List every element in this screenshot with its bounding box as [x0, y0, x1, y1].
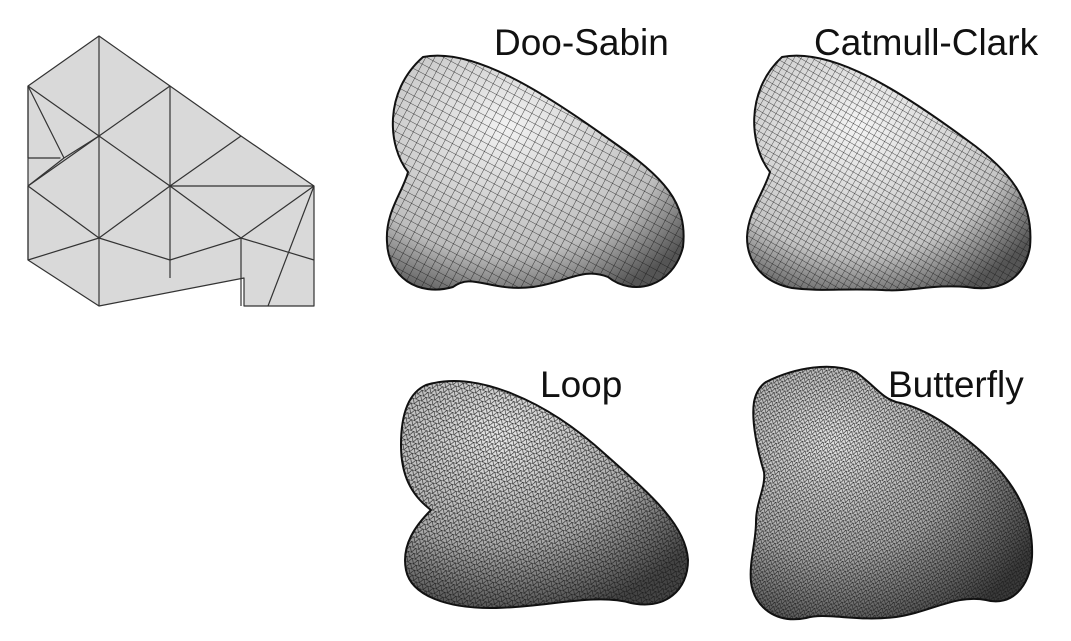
mesh-edge	[240, 185, 315, 239]
mesh-edge	[27, 185, 100, 239]
doo-sabin-panel	[383, 52, 693, 297]
butterfly-panel	[746, 362, 1036, 624]
loop-surface	[399, 380, 690, 610]
mesh-edge	[267, 185, 315, 307]
mesh-edge	[27, 237, 100, 261]
control-mesh-panel	[24, 34, 316, 314]
mesh-edge	[27, 157, 65, 187]
butterfly-surface	[749, 365, 1034, 621]
mesh-edge	[98, 237, 171, 261]
loop-label: Loop	[540, 364, 623, 405]
doo-sabin-label: Doo-Sabin	[494, 22, 669, 63]
control-mesh-outline	[27, 35, 315, 307]
mesh-edge	[98, 135, 171, 187]
mesh-edge	[27, 85, 65, 159]
mesh-edge	[98, 185, 171, 239]
catmull-clark-panel	[742, 52, 1034, 297]
catmull-clark-surface	[745, 54, 1032, 292]
loop-panel	[396, 375, 692, 610]
mesh-edge	[169, 135, 242, 187]
catmull-clark-label: Catmull-Clark	[814, 22, 1039, 63]
mesh-edge	[169, 237, 242, 261]
mesh-edge	[27, 135, 100, 187]
butterfly-label: Butterfly	[888, 364, 1024, 405]
doo-sabin-surface	[385, 54, 685, 291]
mesh-edge	[169, 185, 242, 239]
control-mesh-svg	[27, 35, 315, 307]
mesh-edge	[240, 237, 315, 261]
